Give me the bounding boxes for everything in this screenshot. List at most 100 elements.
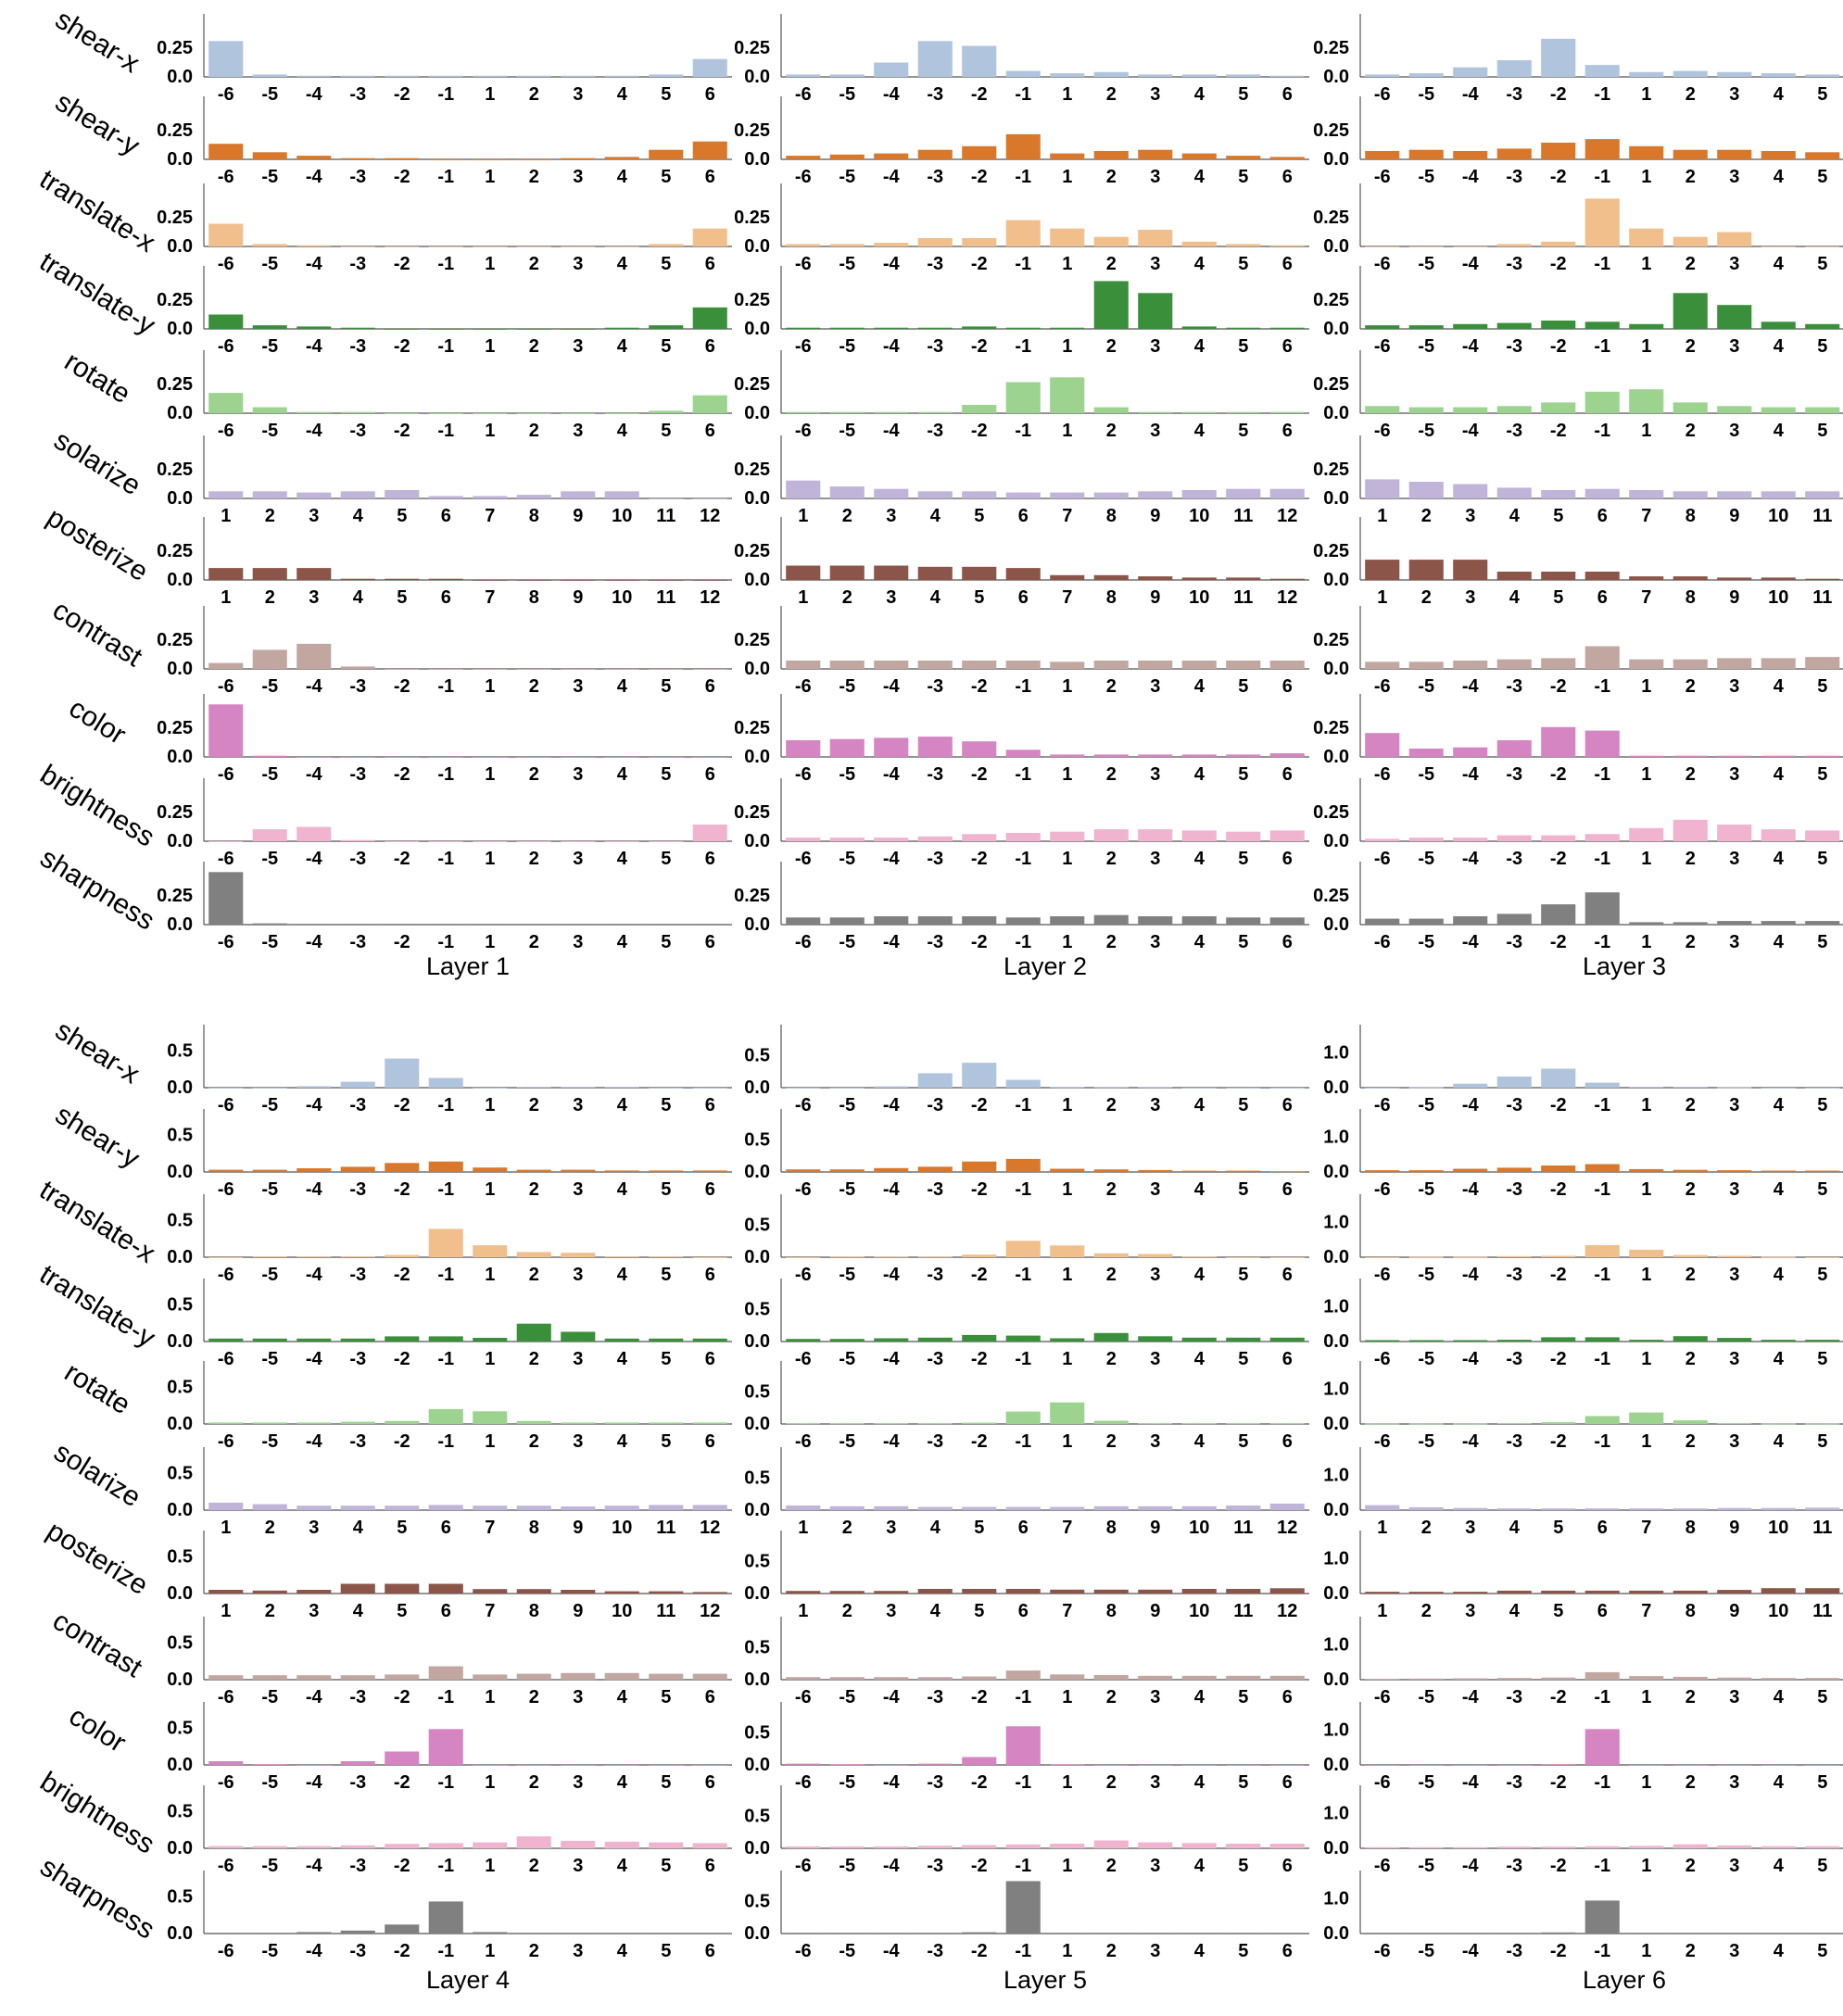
bar — [1138, 829, 1173, 841]
bar — [1541, 241, 1576, 246]
bar — [252, 568, 287, 580]
y-tick-label: 0.25 — [734, 290, 770, 310]
x-tick-label: 11 — [1233, 1518, 1253, 1538]
x-tick-label: 3 — [1150, 421, 1160, 441]
x-tick-label: 5 — [1817, 84, 1827, 105]
bar — [1673, 576, 1708, 580]
bar — [1629, 228, 1664, 246]
x-tick-label: 5 — [1238, 764, 1248, 785]
x-tick-label: -5 — [1418, 1265, 1434, 1285]
subplot-rotate: 0.00.5-6 -5 -4 -3 -2 -1 1 2 3 4 5 6 — [744, 1361, 1309, 1452]
x-tick-label: -2 — [394, 1941, 410, 1961]
x-tick-label: 2 — [1106, 336, 1117, 357]
y-tick-label: 0.25 — [1313, 886, 1349, 906]
bar — [1005, 1726, 1041, 1765]
bar — [692, 757, 727, 758]
bar — [1453, 1678, 1488, 1680]
bar — [1226, 831, 1261, 841]
bar — [252, 1675, 287, 1680]
bar — [829, 327, 865, 329]
x-tick-label: 5 — [661, 764, 671, 785]
x-tick-label: -6 — [1374, 1265, 1391, 1285]
bar — [1181, 1256, 1217, 1258]
x-tick-label: 9 — [1729, 1601, 1739, 1621]
bar — [208, 1338, 244, 1342]
bar — [208, 1502, 244, 1510]
bar — [1496, 1077, 1532, 1088]
bar — [1408, 1506, 1444, 1510]
y-tick-label: 0.25 — [1313, 718, 1349, 738]
bar — [1673, 70, 1708, 77]
bar — [1093, 1506, 1129, 1510]
x-tick-label: 6 — [1282, 1856, 1293, 1876]
bar — [1226, 1088, 1261, 1089]
x-tick-label: 5 — [661, 167, 671, 187]
x-tick-label: 5 — [1817, 932, 1827, 952]
x-tick-label: 3 — [1729, 1687, 1739, 1707]
x-tick-label: 3 — [573, 1687, 583, 1707]
bar — [516, 1589, 551, 1594]
bar — [516, 1087, 551, 1088]
operation-label: contrast — [47, 595, 148, 674]
bar — [1050, 1338, 1085, 1342]
x-tick-label: -2 — [1550, 1265, 1567, 1285]
x-tick-label: -3 — [927, 254, 943, 274]
x-tick-label: -2 — [971, 1431, 988, 1452]
bar — [1805, 1507, 1840, 1510]
y-tick-label: 0.0 — [744, 403, 770, 423]
operation-label: sharpness — [35, 1851, 160, 1945]
bar — [917, 1506, 953, 1510]
x-tick-label: 6 — [705, 1431, 715, 1452]
x-tick-label: 5 — [1238, 1095, 1248, 1115]
x-tick-label: -5 — [1418, 849, 1434, 869]
x-tick-label: 5 — [661, 1179, 671, 1200]
x-tick-label: 6 — [1597, 506, 1608, 526]
y-tick-label: 0.0 — [1323, 236, 1349, 257]
x-tick-label: 3 — [1729, 676, 1739, 697]
x-tick-label: 6 — [1018, 587, 1029, 608]
x-tick-label: 4 — [617, 421, 628, 441]
x-tick-label: 5 — [1238, 1349, 1248, 1369]
x-tick-label: 2 — [1106, 764, 1117, 785]
bar — [340, 1506, 375, 1510]
bar — [1673, 1420, 1708, 1424]
bar — [340, 411, 375, 413]
bar — [1408, 1340, 1444, 1342]
bar — [1496, 1255, 1532, 1257]
x-tick-label: -6 — [1374, 84, 1391, 105]
bar — [428, 1901, 463, 1934]
x-tick-label: -3 — [927, 84, 943, 105]
x-tick-label: -3 — [349, 1856, 366, 1876]
bar — [1541, 38, 1576, 77]
bar — [1093, 1420, 1129, 1424]
y-tick-label: 0.25 — [734, 886, 770, 906]
x-tick-label: -5 — [839, 1941, 855, 1961]
bar — [297, 1932, 332, 1934]
bar — [1496, 1340, 1532, 1342]
bar — [1453, 1846, 1488, 1848]
bar — [1761, 1088, 1796, 1089]
x-tick-label: 3 — [573, 932, 583, 952]
x-tick-label: 9 — [573, 506, 583, 526]
bar — [692, 1592, 727, 1594]
bar — [473, 1088, 508, 1089]
x-tick-label: 1 — [798, 1601, 808, 1621]
bar — [1408, 749, 1444, 757]
bar — [786, 1506, 821, 1510]
bar — [1805, 407, 1840, 413]
x-tick-label: 4 — [1194, 1431, 1206, 1452]
bar — [604, 491, 639, 498]
bar — [1805, 921, 1840, 925]
x-tick-label: 2 — [529, 932, 539, 952]
bar — [516, 1933, 551, 1934]
x-tick-label: -1 — [437, 84, 454, 105]
x-tick-label: -1 — [437, 764, 454, 785]
x-tick-label: -3 — [1506, 167, 1522, 187]
x-tick-label: -2 — [394, 1772, 410, 1793]
y-tick-label: 0.5 — [744, 1468, 770, 1489]
